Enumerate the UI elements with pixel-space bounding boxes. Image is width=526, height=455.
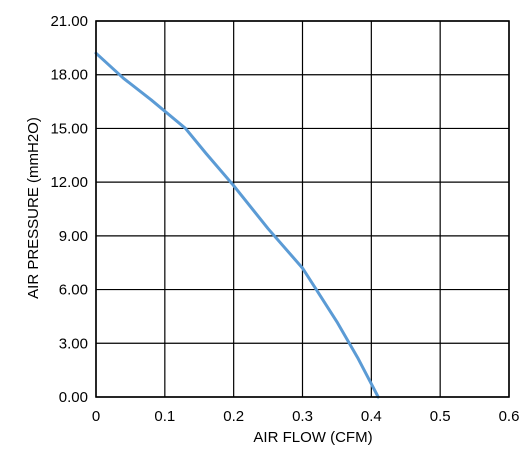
y-tick-label: 0.00 xyxy=(59,389,88,406)
series-line xyxy=(94,51,380,399)
y-tick-label: 9.00 xyxy=(59,228,88,245)
frame-layer xyxy=(95,20,510,398)
y-tick-label: 15.00 xyxy=(50,120,88,137)
y-tick-label: 21.00 xyxy=(50,13,88,30)
grid-layer xyxy=(95,20,510,398)
y-tick-label: 3.00 xyxy=(59,335,88,352)
plot-frame xyxy=(95,20,510,398)
y-tick-label: 12.00 xyxy=(50,174,88,191)
y-tick-label: 18.00 xyxy=(50,67,88,84)
x-tick-label: 0.2 xyxy=(223,408,244,425)
x-tick-label: 0 xyxy=(92,408,100,425)
x-tick-label: 0.6 xyxy=(499,408,520,425)
y-tick-label: 6.00 xyxy=(59,282,88,299)
x-tick-labels: 0 0.1 0.2 0.3 0.4 0.5 0.6 xyxy=(92,408,520,425)
x-tick-label: 0.4 xyxy=(361,408,382,425)
y-axis-label: AIR PRESSURE (mmH2O) xyxy=(25,117,42,299)
series-layer xyxy=(94,51,380,399)
x-tick-label: 0.1 xyxy=(154,408,175,425)
x-tick-label: 0.5 xyxy=(430,408,451,425)
x-tick-label: 0.3 xyxy=(292,408,313,425)
x-axis-label: AIR FLOW (CFM) xyxy=(253,429,372,446)
y-tick-labels: 0.00 3.00 6.00 9.00 12.00 15.00 18.00 21.00 xyxy=(50,13,88,406)
